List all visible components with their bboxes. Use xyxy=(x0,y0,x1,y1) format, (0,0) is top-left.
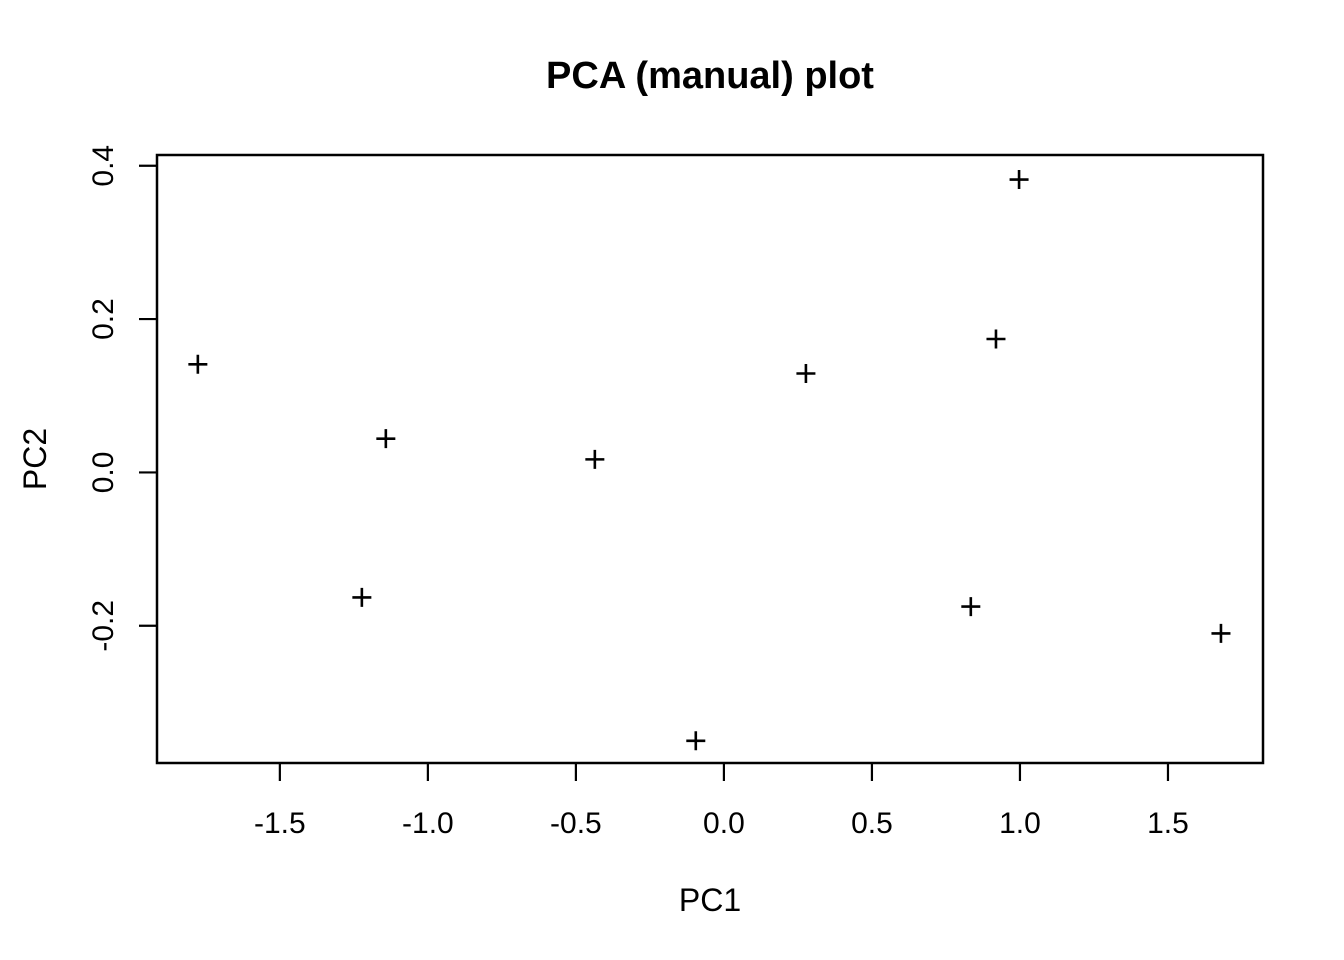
data-point-marker xyxy=(1009,170,1029,190)
x-tick-label: 1.0 xyxy=(999,807,1041,840)
data-point-marker xyxy=(796,364,816,384)
y-tick-label: 0.0 xyxy=(87,452,120,494)
data-point-marker xyxy=(376,429,396,449)
data-point-marker xyxy=(686,731,706,751)
x-axis-label: PC1 xyxy=(678,882,742,918)
x-tick-label: -0.5 xyxy=(550,807,602,840)
y-tick-label: 0.4 xyxy=(87,145,120,187)
chart-title: PCA (manual) plot xyxy=(546,55,874,97)
y-tick-label: -0.2 xyxy=(87,600,120,652)
plot-box xyxy=(155,153,1265,765)
y-tick-label: 0.2 xyxy=(87,298,120,340)
data-point-marker xyxy=(961,597,981,617)
data-point-marker xyxy=(1211,623,1231,643)
data-point-marker xyxy=(188,354,208,374)
data-points xyxy=(188,170,1231,751)
data-point-marker xyxy=(986,329,1006,349)
x-tick-label: -1.5 xyxy=(254,807,306,840)
x-tick-label: 0.5 xyxy=(851,807,893,840)
x-tick-label: 1.5 xyxy=(1147,807,1189,840)
data-point-marker xyxy=(585,449,605,469)
y-axis-label: PC2 xyxy=(17,427,53,491)
data-point-marker xyxy=(352,587,372,607)
x-tick-label: -1.0 xyxy=(402,807,454,840)
x-tick-label: 0.0 xyxy=(703,807,745,840)
x-axis-ticks: -1.5 -1.0 -0.5 0.0 0.5 1.0 1.5 xyxy=(254,763,1189,840)
y-axis-ticks: -0.2 0.0 0.2 0.4 xyxy=(87,145,157,652)
